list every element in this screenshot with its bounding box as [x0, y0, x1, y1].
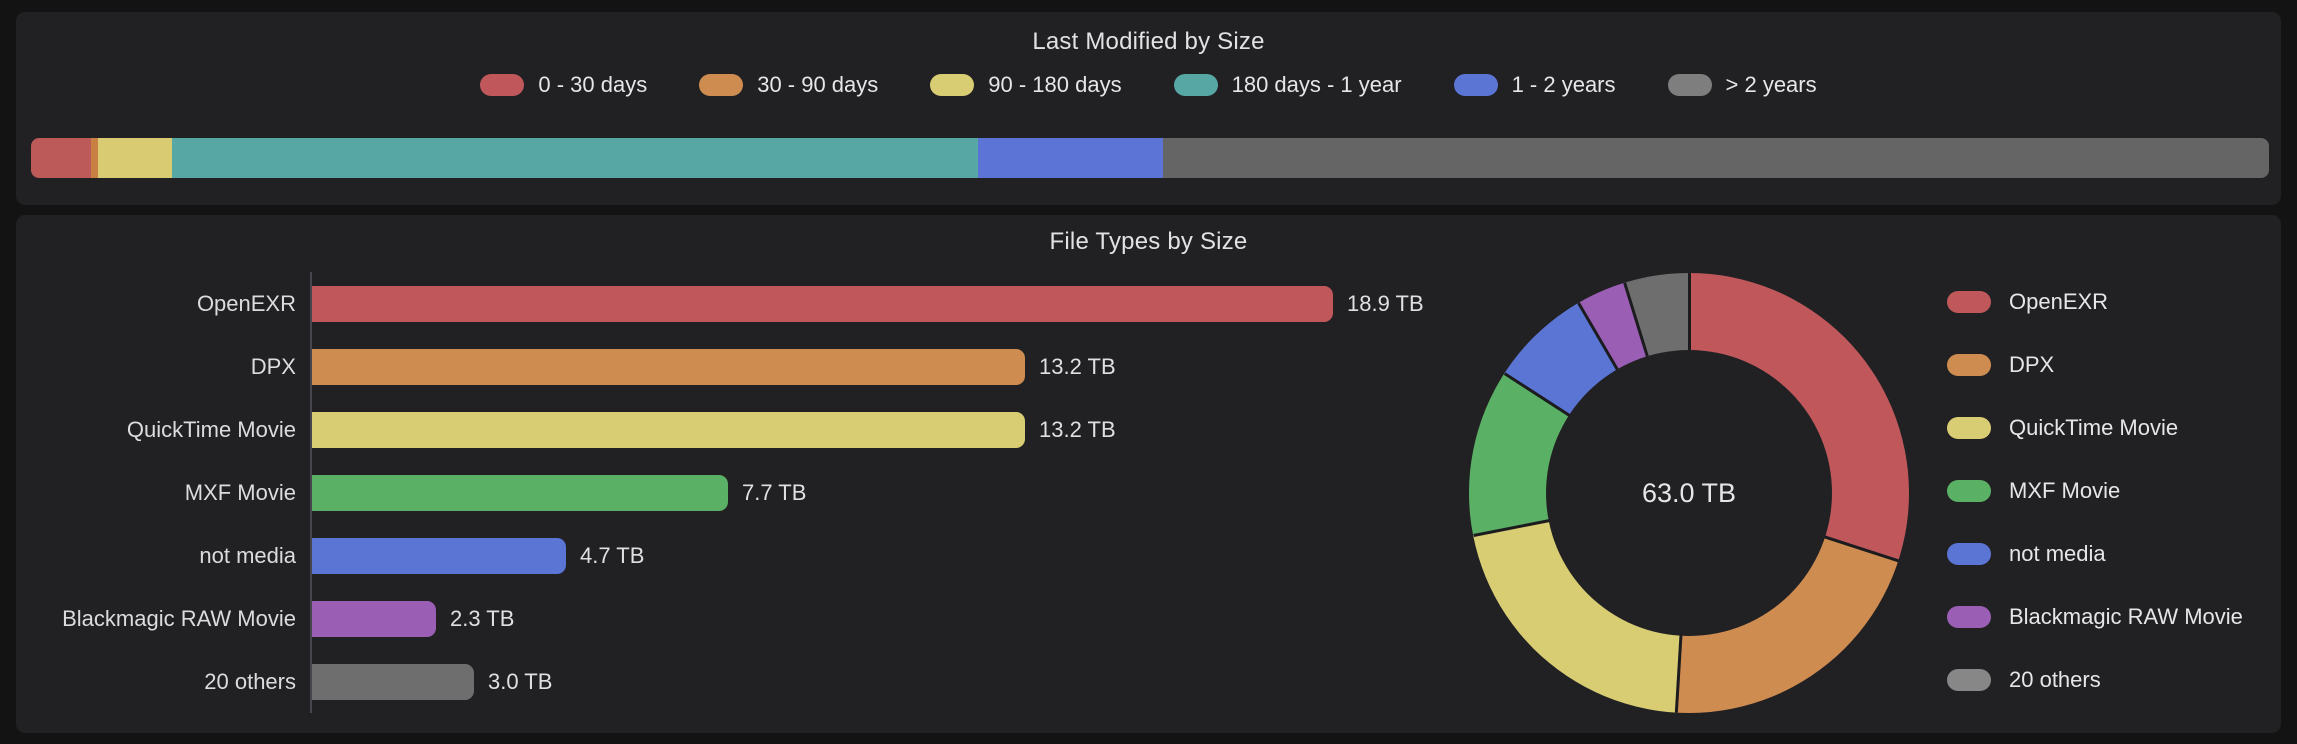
bar-category-label: MXF Movie — [184, 479, 296, 505]
bar-row-dpx: DPX 13.2 TB — [16, 335, 1456, 398]
file-types-bar-chart: OpenEXR 18.9 TB DPX 13.2 TB QuickTime Movie 1… — [16, 272, 1456, 713]
bar-row-openexr: OpenEXR 18.9 TB — [16, 272, 1456, 335]
donut-total-label: 63.0 TB — [1641, 477, 1737, 508]
bar-row-not-media: not media 4.7 TB — [16, 524, 1456, 587]
legend-item-0-30-days[interactable]: 0 - 30 days — [480, 72, 647, 98]
file-types-legend: OpenEXR DPX QuickTime Movie MXF Movie not me… — [1947, 270, 2261, 711]
legend-swatch — [480, 74, 525, 96]
legend-label: 180 days - 1 year — [1231, 72, 1402, 97]
legend-item-mxf-movie[interactable]: MXF Movie — [1947, 459, 2243, 522]
legend-swatch — [1453, 74, 1498, 96]
bar-category-label: OpenEXR — [196, 290, 296, 316]
last-modified-legend: 0 - 30 days 30 - 90 days 90 - 180 days 180 … — [16, 70, 2281, 100]
legend-item-blackmagic-raw-movie[interactable]: Blackmagic RAW Movie — [1947, 585, 2243, 648]
legend-swatch — [1947, 290, 1991, 313]
panel-title[interactable]: File Types by Size — [1049, 228, 1248, 255]
donut-center: 63.0 TB — [1546, 350, 1832, 636]
legend-swatch — [1947, 542, 1991, 565]
bar-20-others[interactable] — [312, 663, 474, 700]
last-modified-stacked-bar[interactable] — [31, 138, 2269, 178]
bar-row-20-others: 20 others 3.0 TB — [16, 650, 1456, 713]
legend-label: 0 - 30 days — [538, 72, 648, 97]
legend-item-90-180-days[interactable]: 90 - 180 days — [930, 72, 1122, 98]
legend-swatch — [930, 74, 975, 96]
legend-label: OpenEXR — [2009, 288, 2109, 314]
legend-label: Blackmagic RAW Movie — [2009, 603, 2243, 629]
bar-category-label: Blackmagic RAW Movie — [62, 605, 296, 631]
stacked-segment-180-days-1-year[interactable] — [171, 138, 978, 178]
bar-row-mxf-movie: MXF Movie 7.7 TB — [16, 461, 1456, 524]
legend-label: MXF Movie — [2009, 477, 2121, 503]
legend-swatch — [699, 74, 744, 96]
bar-category-label: not media — [199, 542, 296, 568]
bar-category-label: DPX — [250, 353, 296, 379]
legend-swatch — [1947, 668, 1991, 691]
bar-value-label: 18.9 TB — [1347, 290, 1424, 316]
legend-swatch — [1947, 479, 1991, 502]
bar-value-label: 2.3 TB — [450, 605, 515, 631]
bar-blackmagic-raw-movie[interactable] — [312, 600, 436, 637]
bar-dpx[interactable] — [312, 348, 1025, 385]
legend-item-20-others[interactable]: 20 others — [1947, 648, 2243, 711]
legend-swatch — [1667, 74, 1712, 96]
legend-label: 90 - 180 days — [988, 72, 1122, 97]
legend-label: QuickTime Movie — [2009, 414, 2179, 440]
legend-label: DPX — [2009, 351, 2055, 377]
legend-label: > 2 years — [1725, 72, 1817, 97]
stacked-segment-30-90-days[interactable] — [91, 138, 99, 178]
stacked-segment-90-180-days[interactable] — [98, 138, 172, 178]
legend-swatch — [1947, 605, 1991, 628]
legend-swatch — [1173, 74, 1218, 96]
bar-openexr[interactable] — [312, 285, 1333, 322]
legend-item-dpx[interactable]: DPX — [1947, 333, 2243, 396]
bar-value-label: 13.2 TB — [1039, 353, 1116, 379]
bar-row-blackmagic-raw-movie: Blackmagic RAW Movie 2.3 TB — [16, 587, 1456, 650]
bar-row-quicktime-movie: QuickTime Movie 13.2 TB — [16, 398, 1456, 461]
file-types-donut-chart[interactable]: 63.0 TB — [1469, 273, 1909, 713]
legend-item-2-years[interactable]: > 2 years — [1667, 72, 1817, 98]
legend-item-30-90-days[interactable]: 30 - 90 days — [699, 72, 878, 98]
legend-swatch — [1947, 353, 1991, 376]
bar-value-label: 7.7 TB — [742, 479, 807, 505]
legend-item-not-media[interactable]: not media — [1947, 522, 2243, 585]
panel-last-modified-by-size: Last Modified by Size 0 - 30 days 30 - 90… — [16, 12, 2281, 205]
bar-quicktime-movie[interactable] — [312, 411, 1025, 448]
bar-category-label: 20 others — [204, 668, 296, 694]
bar-value-label: 3.0 TB — [488, 668, 553, 694]
legend-label: 30 - 90 days — [757, 72, 879, 97]
legend-swatch — [1947, 416, 1991, 439]
legend-label: not media — [2009, 540, 2106, 566]
y-axis-line — [310, 272, 312, 713]
legend-item-1-2-years[interactable]: 1 - 2 years — [1453, 72, 1616, 98]
panel-file-types-by-size: File Types by Size OpenEXR 18.9 TB DPX 13.2… — [16, 215, 2281, 733]
legend-label: 20 others — [2009, 666, 2101, 692]
bar-value-label: 4.7 TB — [580, 542, 645, 568]
legend-item-quicktime-movie[interactable]: QuickTime Movie — [1947, 396, 2243, 459]
bar-mxf-movie[interactable] — [312, 474, 728, 511]
panel-title[interactable]: Last Modified by Size — [1032, 28, 1265, 55]
stacked-segment-0-30-days[interactable] — [31, 138, 92, 178]
legend-item-180-days-1-year[interactable]: 180 days - 1 year — [1173, 72, 1402, 98]
legend-label: 1 - 2 years — [1511, 72, 1616, 97]
bar-value-label: 13.2 TB — [1039, 416, 1116, 442]
stacked-segment-1-2-years[interactable] — [977, 138, 1164, 178]
legend-item-openexr[interactable]: OpenEXR — [1947, 270, 2243, 333]
stacked-segment-2-years[interactable] — [1163, 138, 2269, 178]
bar-not-media[interactable] — [312, 537, 566, 574]
bar-category-label: QuickTime Movie — [126, 416, 296, 442]
